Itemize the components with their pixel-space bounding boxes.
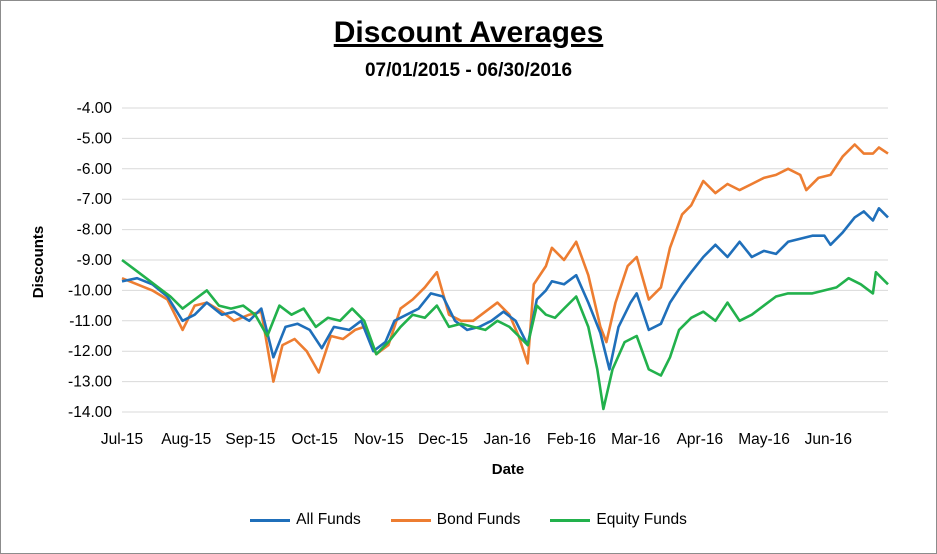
legend-item: Equity Funds — [550, 511, 687, 529]
y-tick-label: -13.00 — [68, 374, 112, 391]
series-line-equity-funds — [121, 258, 889, 411]
legend-label: All Funds — [296, 511, 361, 528]
y-tick-label: -4.00 — [77, 100, 113, 117]
series-lines — [121, 143, 889, 411]
legend-swatch — [390, 518, 431, 522]
x-tick-label: Apr-16 — [677, 431, 724, 448]
x-tick-label: Aug-15 — [161, 431, 211, 448]
y-tick-label: -10.00 — [68, 282, 112, 299]
y-tick-label: -12.00 — [68, 343, 112, 360]
x-tick-label: Dec-15 — [418, 431, 468, 448]
y-tick-label: -5.00 — [77, 130, 113, 147]
chart-subtitle: 07/01/2015 - 06/30/2016 — [364, 60, 573, 81]
series-line-bond-funds — [121, 143, 889, 383]
x-axis-title: Date — [492, 461, 525, 478]
x-tick-label: Jun-16 — [805, 431, 852, 448]
y-tick-label: -11.00 — [69, 313, 112, 330]
legend-swatch — [250, 518, 291, 522]
y-tick-label: -9.00 — [77, 252, 113, 269]
y-tick-label: -14.00 — [68, 404, 112, 421]
legend-item: Bond Funds — [390, 511, 521, 529]
chart-title: Discount Averages — [333, 16, 604, 49]
series-line-all-funds — [121, 207, 889, 371]
x-tick-label: Nov-15 — [354, 431, 404, 448]
x-tick-label: Jul-15 — [101, 431, 143, 448]
x-tick-label: Mar-16 — [611, 431, 660, 448]
gridlines — [122, 107, 888, 413]
legend: All Funds Bond Funds Equity Funds — [0, 511, 937, 529]
x-tick-label: Feb-16 — [547, 431, 596, 448]
legend-label: Bond Funds — [436, 511, 521, 528]
legend-label: Equity Funds — [596, 511, 687, 528]
legend-swatch — [550, 518, 591, 522]
x-tick-label: Oct-15 — [291, 431, 338, 448]
x-axis-ticks: Jul-15 Aug-15 Sep-15 Oct-15 Nov-15 Dec-15 Jan-… — [101, 431, 852, 448]
legend-item: All Funds — [250, 511, 361, 529]
y-axis-title: Discounts — [30, 226, 47, 299]
y-tick-label: -8.00 — [77, 222, 113, 239]
x-tick-label: May-16 — [738, 431, 790, 448]
y-tick-label: -7.00 — [77, 191, 113, 208]
x-tick-label: Sep-15 — [225, 431, 275, 448]
x-tick-label: Jan-16 — [484, 431, 531, 448]
y-tick-label: -6.00 — [77, 161, 113, 178]
y-axis-ticks: -4.00 -5.00 -6.00 -7.00 -8.00 -9.00 -10.00 -11.… — [68, 100, 112, 421]
